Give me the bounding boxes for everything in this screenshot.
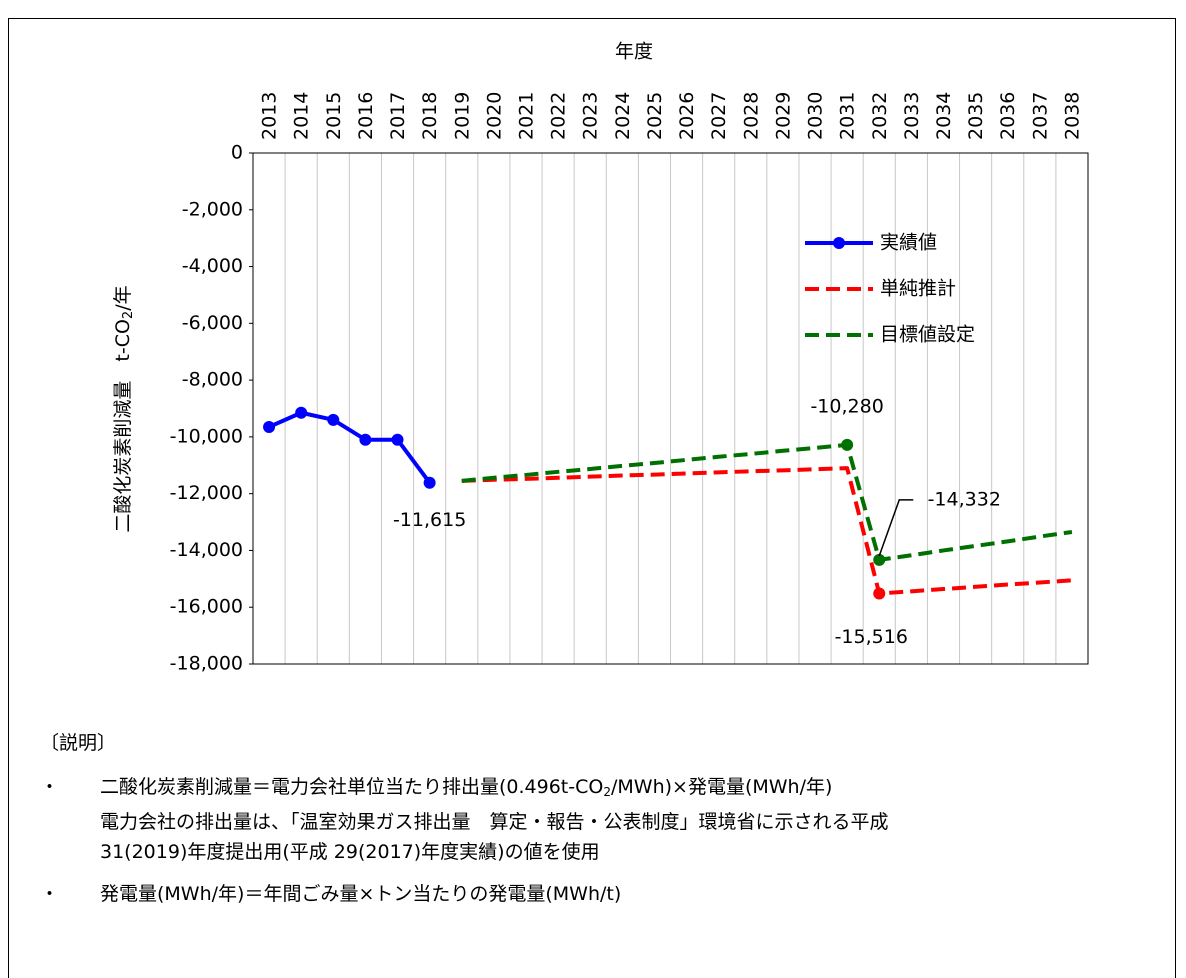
legend-label: 目標値設定 [880, 324, 975, 346]
x-tick-label: 2037 [1029, 92, 1051, 140]
note-text: 電力会社の排出量は、「温室効果ガス排出量 算定・報告・公表制度」環境省に示される… [100, 811, 889, 833]
marker [359, 433, 372, 446]
marker [391, 433, 404, 446]
y-title-part: /年 [112, 285, 134, 310]
legend-label: 単純推計 [880, 278, 956, 300]
data-label: -14,332 [928, 488, 1001, 510]
data-label: -15,516 [835, 626, 908, 648]
x-tick-label: 2031 [837, 92, 859, 140]
series-line [461, 442, 1073, 562]
x-tick-label: 2015 [323, 92, 345, 140]
marker [263, 420, 276, 433]
y-tick-label: -16,000 [170, 596, 243, 618]
leader-line [878, 499, 914, 557]
x-tick-label: 2020 [483, 92, 505, 140]
x-tick-label: 2036 [997, 92, 1019, 140]
x-axis-title: 年度 [615, 41, 653, 63]
data-label: -11,615 [393, 509, 466, 531]
note-text: /MWh)×発電量(MWh/年) [610, 776, 833, 798]
x-tick-label: 2024 [612, 92, 634, 140]
note-text: 二酸化炭素削減量＝電力会社単位当たり排出量(0.496t-CO [100, 776, 604, 798]
note-item: ・ 二酸化炭素削減量＝電力会社単位当たり排出量(0.496t-CO2/MWh)×発… [40, 772, 889, 867]
data-label: -10,280 [810, 395, 883, 417]
notes-heading: 〔説明〕 [40, 732, 117, 754]
plot-area [252, 152, 1089, 665]
x-tick-label: 2026 [676, 92, 698, 140]
note-line: 31(2019)年度提出用(平成 29(2017)年度実績)の値を使用 [100, 837, 889, 867]
marker [873, 553, 886, 566]
note-line: 二酸化炭素削減量＝電力会社単位当たり排出量(0.496t-CO2/MWh)×発電… [100, 772, 889, 807]
series-line [461, 466, 1073, 596]
x-tick-label: 2019 [451, 92, 473, 140]
y-tick-label: -8,000 [182, 369, 243, 391]
marker [327, 413, 340, 426]
x-tick-label: 2016 [355, 92, 377, 140]
y-tick-label: -12,000 [170, 482, 243, 504]
frame [8, 18, 1176, 978]
x-tick-label: 2029 [772, 92, 794, 140]
x-tick-label: 2032 [869, 92, 891, 140]
y-tick-label: -6,000 [182, 312, 243, 334]
x-tick-label: 2034 [933, 92, 955, 140]
y-title-sub: 2 [121, 311, 136, 319]
x-tick-label: 2035 [965, 92, 987, 140]
x-tick-label: 2013 [259, 92, 281, 140]
note-text: 発電量(MWh/年)＝年間ごみ量×トン当たりの発電量(MWh/t) [100, 883, 622, 905]
note-item: ・ 発電量(MWh/年)＝年間ごみ量×トン当たりの発電量(MWh/t) [40, 879, 889, 909]
x-tick-label: 2028 [740, 92, 762, 140]
x-tick-label: 2033 [901, 92, 923, 140]
y-tick-label: -2,000 [182, 198, 243, 220]
x-tick-label: 2018 [419, 92, 441, 140]
notes: 〔説明〕 ・ 二酸化炭素削減量＝電力会社単位当たり排出量(0.496t-CO2/M… [40, 728, 889, 921]
note-text: 31(2019)年度提出用(平成 29(2017)年度実績)の値を使用 [100, 841, 600, 863]
legend-marker [833, 237, 845, 249]
x-tick-label: 2025 [644, 92, 666, 140]
subscript: 2 [603, 785, 611, 799]
marker [841, 438, 854, 451]
y-axis-title: 二酸化炭素削減量 t-CO2/年 [112, 285, 136, 532]
marker [423, 476, 436, 489]
x-tick-label: 2014 [291, 92, 313, 140]
x-tick-label: 2038 [1061, 92, 1083, 140]
y-tick-label: -10,000 [170, 425, 243, 447]
x-tick-label: 2021 [515, 92, 537, 140]
x-tick-label: 2030 [805, 92, 827, 140]
note-line: 電力会社の排出量は、「温室効果ガス排出量 算定・報告・公表制度」環境省に示される… [100, 807, 889, 837]
x-tick-label: 2027 [708, 92, 730, 140]
y-title-part: 二酸化炭素削減量 t-CO [112, 319, 134, 533]
bullet: ・ [40, 776, 60, 798]
x-tick-label: 2022 [548, 92, 570, 140]
x-tick-label: 2023 [580, 92, 602, 140]
marker [295, 406, 308, 419]
note-line: 発電量(MWh/年)＝年間ごみ量×トン当たりの発電量(MWh/t) [100, 879, 889, 909]
x-tick-label: 2017 [387, 92, 409, 140]
y-tick-label: -18,000 [170, 653, 243, 675]
chart: 年度 二酸化炭素削減量 t-CO2/年 0 -2,000 -4,000 -6,000 -… [112, 41, 1089, 675]
y-tick-label: 0 [231, 142, 243, 164]
bullet: ・ [40, 883, 60, 905]
y-tick-label: -4,000 [182, 255, 243, 277]
legend-label: 実績値 [880, 232, 937, 254]
y-tick-label: -14,000 [170, 539, 243, 561]
marker [873, 587, 886, 600]
